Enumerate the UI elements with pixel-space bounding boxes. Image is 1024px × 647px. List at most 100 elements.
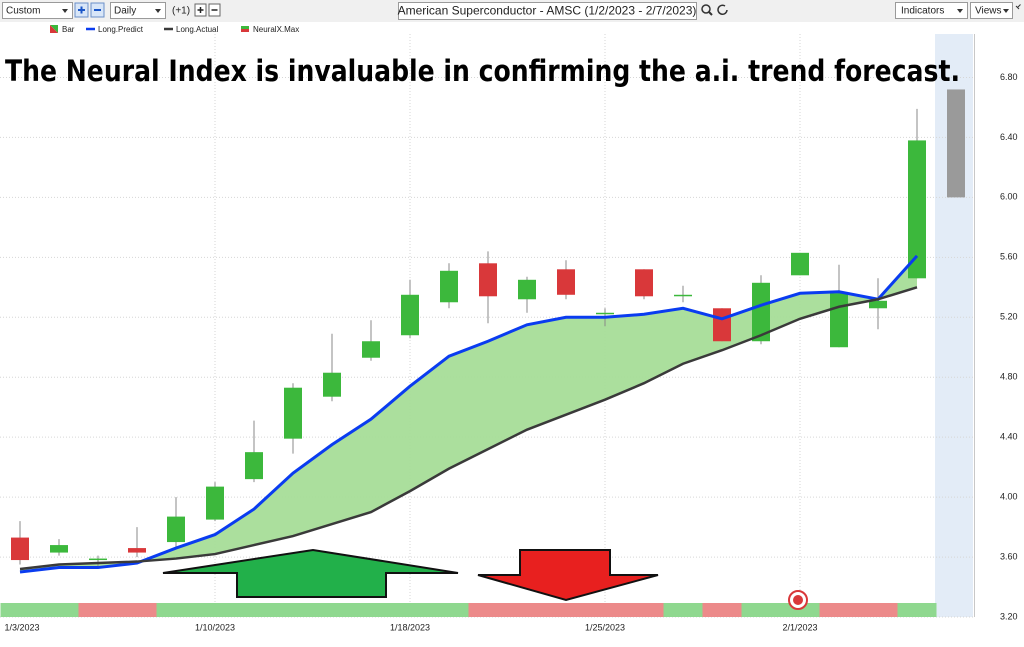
y-tick-label: 6.40 <box>1000 132 1018 142</box>
candle-body <box>128 548 146 553</box>
candle-body <box>596 312 614 315</box>
y-tick-label: 4.00 <box>1000 491 1018 501</box>
y-tick-label: 5.20 <box>1000 312 1018 322</box>
neural-segment <box>585 603 625 617</box>
overlay-title: The Neural Index is invaluable in confir… <box>5 54 960 88</box>
legend-item: Long.Predict <box>86 25 144 34</box>
neural-segment <box>624 603 664 617</box>
candle-body <box>167 516 185 543</box>
candle-body <box>557 269 575 295</box>
candle-body <box>908 140 926 279</box>
candle-body <box>11 537 29 561</box>
interval-text: Daily <box>114 6 136 17</box>
y-tick-label: 4.80 <box>1000 372 1018 382</box>
candle-body <box>791 252 809 276</box>
neural-segment <box>468 603 508 617</box>
series-line <box>19 286 918 571</box>
legend-label: NeuralX.Max <box>253 25 299 34</box>
y-tick-label: 3.60 <box>1000 551 1018 561</box>
views-text: Views <box>975 6 1002 17</box>
candle-body <box>401 294 419 336</box>
candle-body <box>713 308 731 342</box>
views-select[interactable] <box>970 2 1013 19</box>
neural-segment <box>780 603 820 617</box>
series-line <box>19 254 919 574</box>
plus-icon <box>78 6 85 14</box>
neural-segment <box>39 603 79 617</box>
legend-item: Long.Actual <box>164 25 218 34</box>
neural-segment <box>312 603 352 617</box>
dropdown-arrow <box>62 9 68 13</box>
candle-body <box>206 486 224 520</box>
dropdown-arrow <box>957 9 963 13</box>
candle-body <box>752 282 770 342</box>
dividend-dot <box>793 595 803 605</box>
candle-body <box>869 300 887 309</box>
refresh-icon[interactable] <box>717 4 728 15</box>
candle-body <box>440 270 458 303</box>
neural-segment <box>0 603 40 617</box>
neural-segment <box>78 603 118 617</box>
candle-body <box>284 387 302 439</box>
up-arrow <box>162 548 459 598</box>
x-tick-label: 1/10/2023 <box>195 622 235 632</box>
y-tick-label: 5.60 <box>1000 252 1018 262</box>
neural-segment <box>741 603 781 617</box>
legend-label: Long.Actual <box>176 25 218 34</box>
y-tick-label: 3.20 <box>1000 611 1018 621</box>
neural-segment <box>429 603 469 617</box>
dropdown-arrow <box>155 9 161 13</box>
candle-body <box>518 279 536 300</box>
x-tick-label: 1/3/2023 <box>4 622 39 632</box>
candle-body <box>323 372 341 397</box>
candle-body <box>50 545 68 553</box>
search-handle <box>708 11 713 16</box>
legend-label: Bar <box>62 25 75 34</box>
y-tick-label: 4.40 <box>1000 432 1018 442</box>
neural-segment <box>273 603 313 617</box>
indicators-text: Indicators <box>901 6 944 17</box>
range-select[interactable] <box>2 2 73 19</box>
candle-body <box>674 294 692 297</box>
legend-label: Long.Predict <box>98 25 144 34</box>
neural-segment <box>819 603 859 617</box>
legend-icon <box>241 29 249 32</box>
neural-segment <box>507 603 547 617</box>
dropdown-arrow <box>1003 9 1009 13</box>
neural-segment <box>897 603 937 617</box>
legend-item: NeuralX.Max <box>241 25 299 34</box>
neural-segment <box>195 603 235 617</box>
y-tick-label: 6.00 <box>1000 192 1018 202</box>
neural-segment <box>702 603 742 617</box>
neural-segment <box>390 603 430 617</box>
symbol-text: American Superconductor - AMSC (1/2/2023… <box>398 4 697 18</box>
forecast-bar <box>947 89 965 198</box>
x-tick-label: 2/1/2023 <box>782 622 817 632</box>
neural-segment <box>546 603 586 617</box>
legend-icon <box>50 25 58 33</box>
legend-item: Bar <box>50 25 75 34</box>
y-tick-label: 6.80 <box>1000 72 1018 82</box>
pin-icon[interactable] <box>1015 4 1021 10</box>
neural-segment <box>156 603 196 617</box>
candle-body <box>362 341 380 358</box>
x-tick-label: 1/18/2023 <box>390 622 430 632</box>
candle-body <box>830 293 848 348</box>
range-text: Custom <box>6 6 40 17</box>
signal-area <box>20 255 917 573</box>
plus-icon <box>197 7 204 13</box>
neural-segment <box>663 603 703 617</box>
candle-body <box>245 452 263 480</box>
candle-body <box>479 263 497 297</box>
neural-segment <box>858 603 898 617</box>
neural-segment <box>234 603 274 617</box>
interval-select[interactable] <box>110 2 166 19</box>
offset-text: (+1) <box>172 6 190 17</box>
down-arrow <box>477 549 659 602</box>
symbol-box[interactable] <box>398 2 697 20</box>
indicators-select[interactable] <box>895 2 968 19</box>
neural-segment <box>351 603 391 617</box>
search-icon[interactable] <box>701 4 711 14</box>
